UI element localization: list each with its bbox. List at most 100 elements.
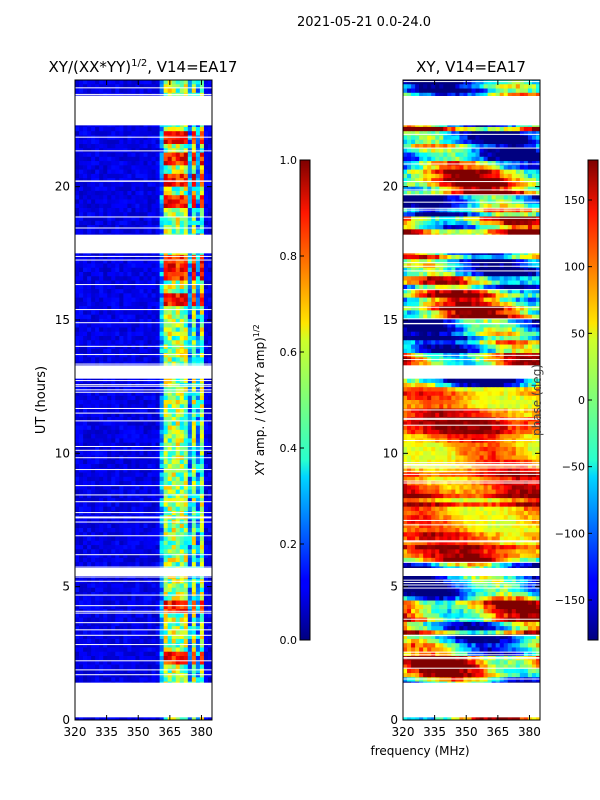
heatmap-cell (79, 391, 84, 397)
heatmap-cell (107, 498, 112, 503)
heatmap-cell (151, 596, 156, 601)
heatmap-cell (203, 161, 209, 166)
heatmap-cell (83, 306, 88, 311)
heatmap-cell (191, 284, 197, 290)
heatmap-cell (199, 583, 205, 589)
heatmap-cell (123, 438, 128, 444)
heatmap-cell (107, 464, 112, 469)
heatmap-cell (147, 314, 152, 320)
heatmap-cell (195, 660, 201, 665)
heatmap-cell (159, 459, 165, 465)
heatmap-cell (175, 306, 181, 311)
heatmap-cell (187, 382, 193, 388)
heatmap-cell (127, 212, 132, 217)
heatmap-cell (159, 673, 165, 678)
heatmap-cell (143, 126, 148, 132)
heatmap-cell (139, 348, 144, 354)
heatmap-cell (155, 267, 161, 273)
heatmap-cell (123, 344, 128, 350)
heatmap-cell (143, 545, 148, 550)
heatmap-cell (95, 656, 100, 661)
heatmap-cell (175, 280, 181, 286)
heatmap-cell (83, 553, 88, 559)
heatmap-cell (175, 314, 181, 320)
heatmap-cell (95, 327, 100, 333)
heatmap-cell (115, 263, 120, 269)
heatmap-cell (103, 259, 108, 264)
heatmap-cell (139, 340, 144, 345)
heatmap-cell (131, 506, 136, 512)
heatmap-cell (171, 498, 177, 503)
heatmap-cell (191, 314, 197, 320)
heatmap-cell (195, 540, 201, 546)
heatmap-cell (155, 638, 161, 644)
heatmap-cell (83, 481, 88, 486)
heatmap-cell (139, 664, 144, 670)
heatmap-cell (155, 604, 161, 610)
heatmap-cell (119, 173, 124, 179)
heatmap-cell (143, 263, 148, 269)
heatmap-cell (99, 677, 104, 682)
heatmap-cell (127, 489, 132, 495)
heatmap-cell (111, 617, 116, 623)
heatmap-cell (95, 254, 100, 260)
heatmap-cell (151, 626, 156, 631)
heatmap-cell (187, 425, 193, 431)
heatmap-cell (115, 84, 120, 89)
heatmap-cell (107, 348, 112, 354)
heatmap-cell (111, 451, 116, 456)
heatmap-cell (127, 660, 132, 665)
heatmap-cell (159, 532, 165, 537)
heatmap-cell (83, 357, 88, 362)
heatmap-cell (135, 438, 140, 444)
heatmap-cell (163, 195, 169, 200)
heatmap-cell (87, 306, 92, 311)
heatmap-cell (139, 203, 144, 209)
heatmap-cell (171, 442, 177, 448)
heatmap-cell (207, 677, 213, 682)
heatmap-cell (95, 297, 100, 303)
heatmap-cell (195, 208, 201, 213)
heatmap-cell (163, 323, 169, 328)
heatmap-cell (87, 267, 92, 273)
heatmap-cell (139, 182, 144, 188)
heatmap-cell (163, 472, 169, 478)
heatmap-cell (199, 647, 205, 653)
heatmap-cell (99, 289, 104, 294)
heatmap-cell (135, 314, 140, 320)
heatmap-cell (159, 80, 165, 85)
heatmap-cell (143, 336, 148, 341)
heatmap-cell (127, 88, 132, 94)
heatmap-cell (195, 621, 201, 627)
heatmap-cell (155, 84, 161, 89)
heatmap-cell (163, 506, 169, 512)
heatmap-cell (131, 600, 136, 606)
heatmap-cell (183, 186, 189, 192)
heatmap-cell (147, 656, 152, 661)
heatmap-cell (155, 88, 161, 94)
heatmap-cell (203, 263, 209, 269)
heatmap-cell (143, 489, 148, 495)
heatmap-cell (203, 510, 209, 516)
heatmap-cell (183, 280, 189, 286)
heatmap-cell (115, 536, 120, 542)
heatmap-cell (115, 596, 120, 601)
heatmap-cell (123, 340, 128, 345)
heatmap-cell (167, 327, 173, 333)
heatmap-cell (171, 545, 177, 550)
heatmap-cell (159, 630, 165, 636)
heatmap-cell (115, 173, 120, 179)
heatmap-cell (167, 651, 173, 657)
heatmap-cell (119, 152, 124, 158)
heatmap-cell (123, 208, 128, 213)
heatmap-cell (175, 510, 181, 516)
heatmap-cell (195, 135, 201, 141)
heatmap-cell (203, 276, 209, 281)
heatmap-cell (143, 408, 148, 414)
heatmap-cell (127, 532, 132, 537)
heatmap-cell (183, 434, 189, 439)
heatmap-cell (95, 344, 100, 350)
heatmap-cell (111, 621, 116, 627)
heatmap-cell (115, 276, 120, 281)
heatmap-cell (151, 293, 156, 298)
